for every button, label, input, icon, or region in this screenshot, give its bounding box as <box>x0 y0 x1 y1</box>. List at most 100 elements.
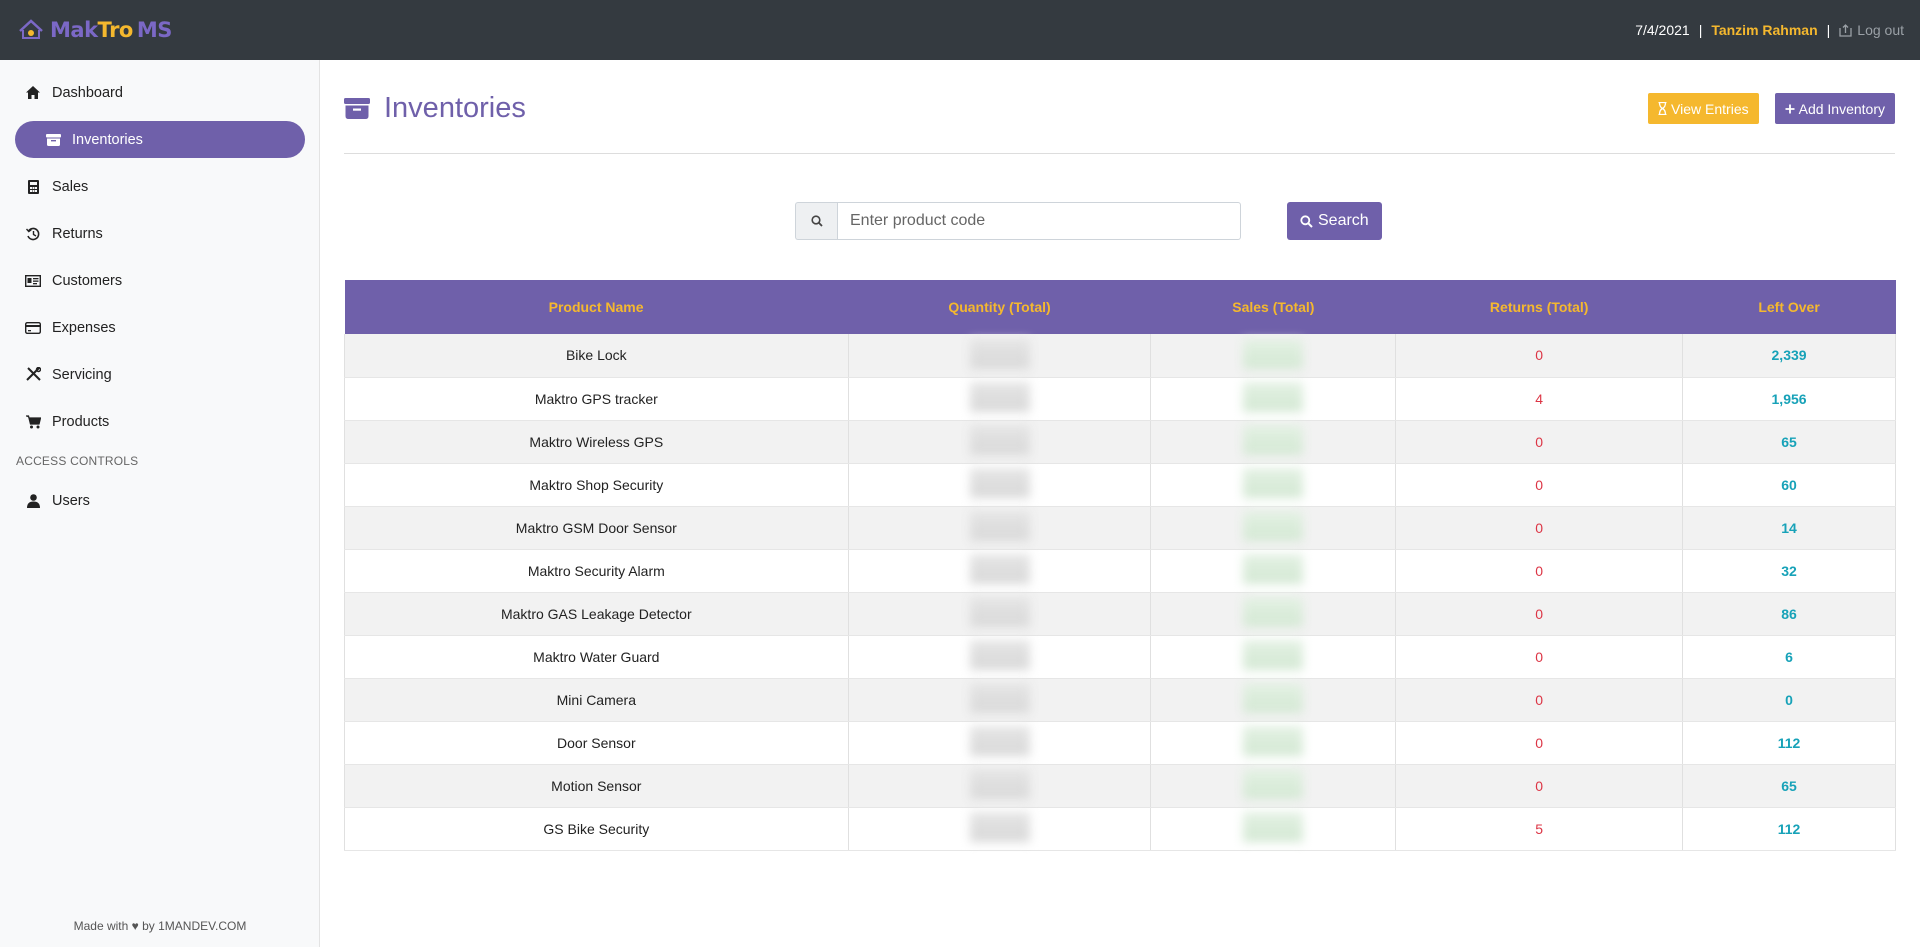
sidebar-item-label: Users <box>52 492 90 509</box>
sales-cell <box>1150 592 1397 636</box>
quantity-cell <box>848 420 1152 464</box>
sales-cell <box>1150 764 1397 808</box>
table-row[interactable]: Mini Camera 0 0 <box>344 678 1896 722</box>
sidebar-item-users[interactable]: Users <box>15 482 305 519</box>
table-row[interactable]: Maktro GAS Leakage Detector 0 86 <box>344 592 1896 636</box>
redacted-value <box>969 640 1030 670</box>
returns-cell: 0 <box>1395 721 1684 765</box>
brand-text-ms: MS <box>136 18 173 42</box>
returns-cell: 0 <box>1395 549 1684 593</box>
table-row[interactable]: Maktro Water Guard 0 6 <box>344 635 1896 679</box>
search-button[interactable]: Search <box>1287 202 1382 240</box>
redacted-value <box>969 726 1030 756</box>
quantity-cell <box>848 334 1152 378</box>
logout-label: Log out <box>1857 22 1904 38</box>
quantity-cell <box>848 377 1152 421</box>
sales-cell <box>1150 807 1397 851</box>
user-name[interactable]: Tanzim Rahman <box>1711 22 1818 38</box>
redacted-value <box>1243 597 1304 627</box>
page-title-text: Inventories <box>384 92 526 124</box>
access-controls-nav: Users <box>0 482 319 519</box>
sidebar-item-expenses[interactable]: Expenses <box>15 309 305 346</box>
sidebar-item-customers[interactable]: Customers <box>15 262 305 299</box>
separator: | <box>1698 22 1703 38</box>
redacted-value <box>969 511 1030 541</box>
table-row[interactable]: Bike Lock 0 2,339 <box>344 334 1896 378</box>
table-row[interactable]: Door Sensor 0 112 <box>344 721 1896 765</box>
sidebar-item-dashboard[interactable]: Dashboard <box>15 74 305 111</box>
sidebar-item-label: Expenses <box>52 319 116 336</box>
page-title: Inventories <box>344 92 526 125</box>
column-header-left-over[interactable]: Left Over <box>1682 280 1896 334</box>
sidebar-item-sales[interactable]: Sales <box>15 168 305 205</box>
returns-cell: 0 <box>1395 635 1684 679</box>
user-icon <box>24 493 42 509</box>
sidebar-item-products[interactable]: Products <box>15 403 305 440</box>
quantity-cell <box>848 721 1152 765</box>
quantity-cell <box>848 764 1152 808</box>
table-row[interactable]: Maktro GPS tracker 4 1,956 <box>344 377 1896 421</box>
table-row[interactable]: GS Bike Security 5 112 <box>344 807 1896 851</box>
brand-text-mak: Mak <box>50 18 98 42</box>
column-header-product-name[interactable]: Product Name <box>344 280 849 334</box>
sidebar-item-returns[interactable]: Returns <box>15 215 305 252</box>
history-icon <box>24 226 42 242</box>
access-controls-heading: ACCESS CONTROLS <box>16 454 139 468</box>
quantity-cell <box>848 592 1152 636</box>
table-row[interactable]: Maktro Wireless GPS 0 65 <box>344 420 1896 464</box>
sidebar-item-label: Products <box>52 413 110 430</box>
redacted-value <box>1243 468 1304 498</box>
table-row[interactable]: Maktro Shop Security 0 60 <box>344 463 1896 507</box>
table-row[interactable]: Maktro GSM Door Sensor 0 14 <box>344 506 1896 550</box>
returns-cell: 0 <box>1395 463 1684 507</box>
brand-logo[interactable]: Mak Tro MS <box>18 18 172 42</box>
returns-cell: 0 <box>1395 420 1684 464</box>
returns-cell: 5 <box>1395 807 1684 851</box>
sales-cell <box>1150 506 1397 550</box>
product-name-cell: Maktro Shop Security <box>344 463 849 507</box>
column-header-quantity[interactable]: Quantity (Total) <box>848 280 1152 334</box>
redacted-value <box>969 812 1030 842</box>
sidebar-item-servicing[interactable]: Servicing <box>15 356 305 393</box>
product-name-cell: Motion Sensor <box>344 764 849 808</box>
top-navbar: Mak Tro MS 7/4/2021 | Tanzim Rahman | Log … <box>0 0 1920 60</box>
redacted-value <box>969 468 1030 498</box>
product-name-cell: Maktro Wireless GPS <box>344 420 849 464</box>
left-over-cell: 65 <box>1682 764 1896 808</box>
left-over-cell: 2,339 <box>1682 334 1896 378</box>
home-logo-icon <box>19 19 43 39</box>
add-inventory-button[interactable]: Add Inventory <box>1774 93 1895 124</box>
redacted-value <box>969 382 1030 412</box>
separator: | <box>1826 22 1831 38</box>
redacted-value <box>969 683 1030 713</box>
main-content: Inventories View Entries Add Inventory S… <box>344 60 1896 851</box>
sales-cell <box>1150 377 1397 421</box>
search-button-label: Search <box>1318 212 1369 229</box>
sidebar-item-label: Dashboard <box>52 84 123 101</box>
home-icon <box>24 85 42 101</box>
table-row[interactable]: Maktro Security Alarm 0 32 <box>344 549 1896 593</box>
left-over-cell: 112 <box>1682 721 1896 765</box>
product-name-cell: Maktro Security Alarm <box>344 549 849 593</box>
topbar-info: 7/4/2021 | Tanzim Rahman | Log out <box>1635 22 1904 38</box>
column-header-sales[interactable]: Sales (Total) <box>1150 280 1397 334</box>
column-header-returns[interactable]: Returns (Total) <box>1395 280 1684 334</box>
view-entries-button[interactable]: View Entries <box>1648 93 1759 124</box>
redacted-value <box>1243 726 1304 756</box>
table-row[interactable]: Motion Sensor 0 65 <box>344 764 1896 808</box>
quantity-cell <box>848 807 1152 851</box>
left-over-cell: 6 <box>1682 635 1896 679</box>
sales-cell <box>1150 549 1397 593</box>
logout-link[interactable]: Log out <box>1839 22 1904 38</box>
calculator-icon <box>24 179 42 195</box>
quantity-cell <box>848 678 1152 722</box>
sidebar-item-inventories[interactable]: Inventories <box>15 121 305 158</box>
redacted-value <box>969 338 1030 369</box>
plus-icon <box>1785 104 1795 113</box>
returns-cell: 0 <box>1395 678 1684 722</box>
sidebar-item-label: Inventories <box>72 131 143 148</box>
sidebar-item-label: Returns <box>52 225 103 242</box>
left-over-cell: 65 <box>1682 420 1896 464</box>
inventory-table-container: Product Name Quantity (Total) Sales (Tot… <box>344 280 1896 851</box>
product-code-input[interactable] <box>837 202 1241 240</box>
